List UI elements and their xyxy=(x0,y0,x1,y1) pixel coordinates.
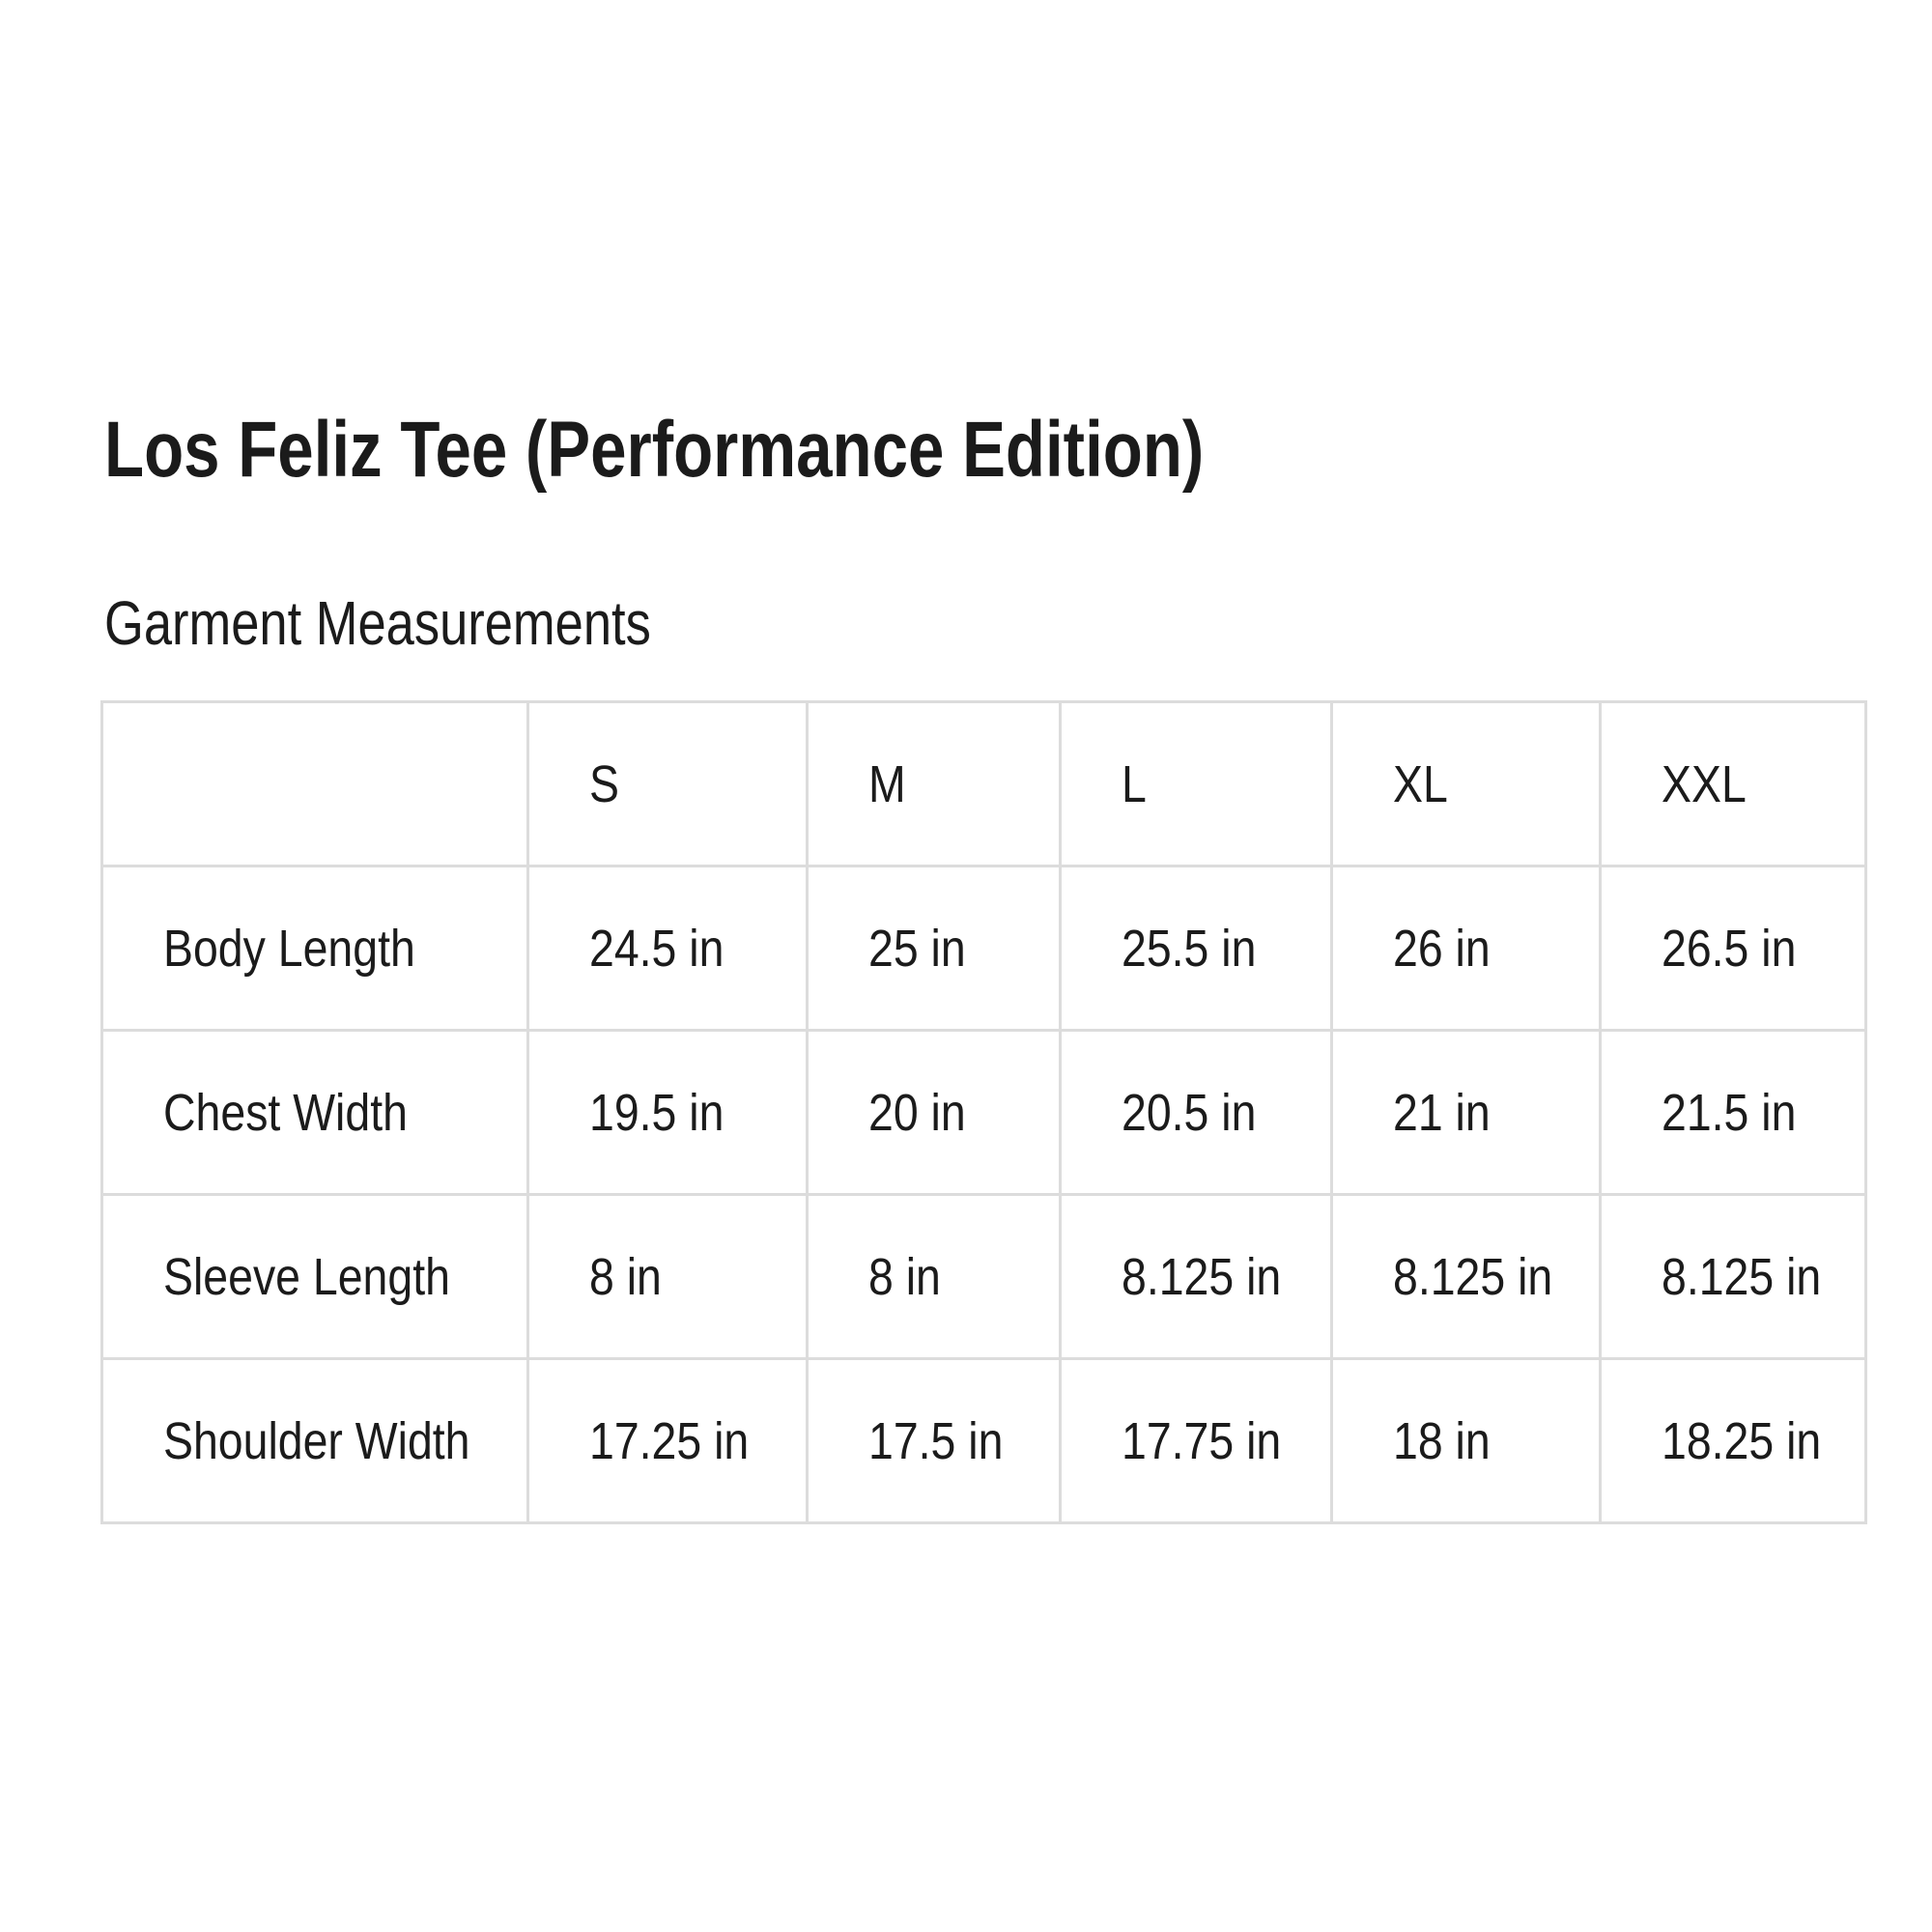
row-label-cell: Shoulder Width xyxy=(100,1357,529,1524)
value-cell: 17.5 in xyxy=(806,1357,1062,1524)
value-cell: 8.125 in xyxy=(1059,1193,1333,1360)
value-cell: 20.5 in xyxy=(1059,1029,1333,1196)
size-column-header-xl: XL xyxy=(1330,700,1602,867)
value-cell: 17.75 in xyxy=(1059,1357,1333,1524)
value-cell: 17.25 in xyxy=(526,1357,809,1524)
page-title: Los Feliz Tee (Performance Edition) xyxy=(104,405,1445,496)
corner-cell xyxy=(100,700,529,867)
value-cell: 21 in xyxy=(1330,1029,1602,1196)
value-cell: 8.125 in xyxy=(1599,1193,1867,1360)
section-subtitle: Garment Measurements xyxy=(104,588,771,660)
size-column-header-m: M xyxy=(806,700,1062,867)
value-cell: 8 in xyxy=(806,1193,1062,1360)
value-cell: 19.5 in xyxy=(526,1029,809,1196)
value-cell: 25.5 in xyxy=(1059,865,1333,1032)
value-cell: 26 in xyxy=(1330,865,1602,1032)
value-cell: 18 in xyxy=(1330,1357,1602,1524)
row-label-cell: Body Length xyxy=(100,865,529,1032)
size-column-header-s: S xyxy=(526,700,809,867)
table-row-chest-width: Chest Width 19.5 in 20 in 20.5 in 21 in … xyxy=(100,1029,1867,1196)
table-row-sleeve-length: Sleeve Length 8 in 8 in 8.125 in 8.125 i… xyxy=(100,1193,1867,1360)
row-label-cell: Chest Width xyxy=(100,1029,529,1196)
value-cell: 21.5 in xyxy=(1599,1029,1867,1196)
size-chart-table: S M L XL XXL Body Length 24.5 in 25 in 2… xyxy=(100,700,1867,1524)
size-column-header-l: L xyxy=(1059,700,1333,867)
table-row-body-length: Body Length 24.5 in 25 in 25.5 in 26 in … xyxy=(100,865,1867,1032)
size-header-row: S M L XL XXL xyxy=(100,700,1867,867)
value-cell: 20 in xyxy=(806,1029,1062,1196)
value-cell: 18.25 in xyxy=(1599,1357,1867,1524)
size-column-header-xxl: XXL xyxy=(1599,700,1867,867)
value-cell: 26.5 in xyxy=(1599,865,1867,1032)
page-title-text: Los Feliz Tee (Performance Edition) xyxy=(104,405,1205,494)
value-cell: 8 in xyxy=(526,1193,809,1360)
value-cell: 24.5 in xyxy=(526,865,809,1032)
value-cell: 25 in xyxy=(806,865,1062,1032)
row-label-cell: Sleeve Length xyxy=(100,1193,529,1360)
value-cell: 8.125 in xyxy=(1330,1193,1602,1360)
section-subtitle-text: Garment Measurements xyxy=(104,588,651,659)
table-row-shoulder-width: Shoulder Width 17.25 in 17.5 in 17.75 in… xyxy=(100,1357,1867,1524)
